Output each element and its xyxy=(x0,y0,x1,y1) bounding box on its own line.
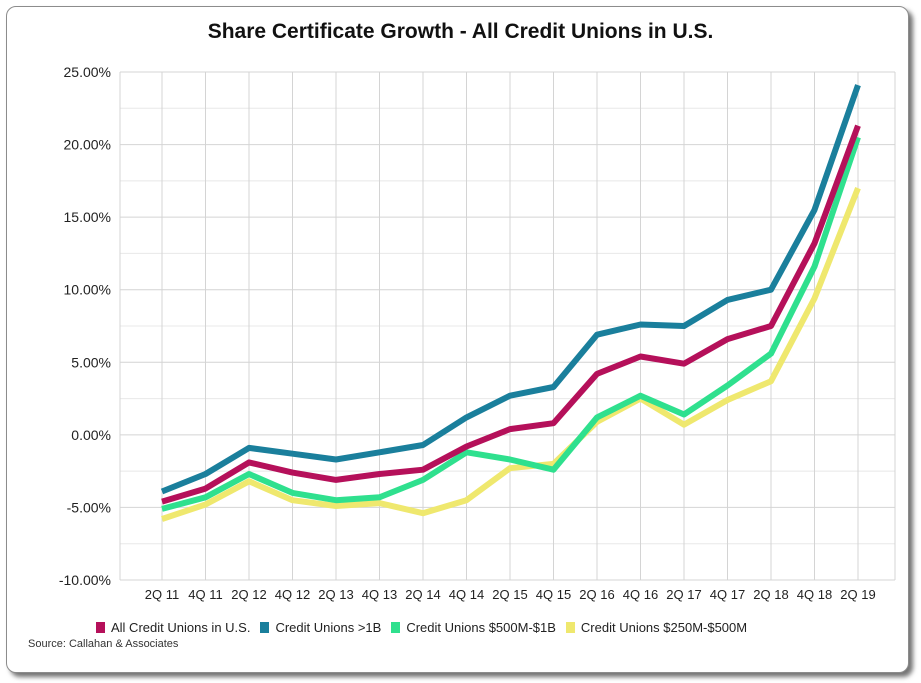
x-tick-label: 2Q 19 xyxy=(840,587,875,602)
x-axis: 2Q 11 4Q 11 2Q 12 4Q 12 2Q 13 4Q 13 2Q 14 4Q 14… xyxy=(145,587,876,602)
x-tick-label: 4Q 18 xyxy=(797,587,832,602)
legend-swatch xyxy=(565,622,575,633)
legend-label: Credit Unions $500M-$1B xyxy=(406,620,556,635)
source-note: Source: Callahan & Associates xyxy=(28,638,179,650)
series-line xyxy=(160,84,861,495)
series-lines xyxy=(160,84,861,522)
y-tick-label: -10.00% xyxy=(59,572,111,588)
y-tick-label: 15.00% xyxy=(64,209,111,225)
y-tick-label: 5.00% xyxy=(71,354,111,370)
x-tick-label: 4Q 17 xyxy=(710,587,745,602)
x-tick-label: 2Q 17 xyxy=(666,587,701,602)
legend-swatch xyxy=(391,622,401,633)
x-tick-label: 4Q 15 xyxy=(536,587,571,602)
legend-item: Credit Unions $500M-$1B xyxy=(391,620,556,635)
series-line xyxy=(161,124,861,505)
x-tick-label: 2Q 12 xyxy=(231,587,266,602)
legend-label: All Credit Unions in U.S. xyxy=(111,620,251,635)
legend-swatch xyxy=(96,622,105,633)
y-tick-label: -5.00% xyxy=(67,499,111,515)
chart-grid xyxy=(119,71,896,581)
x-tick-label: 2Q 18 xyxy=(753,587,788,602)
y-tick-label: 25.00% xyxy=(64,64,111,80)
x-tick-label: 2Q 13 xyxy=(318,587,353,602)
y-tick-label: 10.00% xyxy=(64,282,111,298)
x-tick-label: 2Q 14 xyxy=(405,587,440,602)
legend-label: Credit Unions >1B xyxy=(275,620,382,635)
chart-title: Share Certificate Growth - All Credit Un… xyxy=(207,20,714,43)
x-tick-label: 4Q 16 xyxy=(623,587,658,602)
x-tick-label: 2Q 11 xyxy=(145,587,179,602)
legend-item: All Credit Unions in U.S. xyxy=(96,620,250,635)
x-tick-label: 4Q 11 xyxy=(188,587,222,602)
legend-item: Credit Unions >1B xyxy=(260,620,381,635)
chart-legend: All Credit Unions in U.S. Credit Unions >… xyxy=(96,620,747,635)
y-tick-label: 0.00% xyxy=(71,427,111,443)
legend-label: Credit Unions $250M-$500M xyxy=(580,620,748,635)
y-axis: 25.00% 20.00% 15.00% 10.00% 5.00% 0.00% -5.00%… xyxy=(59,64,111,588)
chart-frame xyxy=(6,6,909,673)
x-tick-label: 4Q 13 xyxy=(362,587,397,602)
x-tick-label: 4Q 14 xyxy=(449,587,484,602)
legend-swatch xyxy=(260,622,270,633)
x-tick-label: 2Q 16 xyxy=(579,587,614,602)
legend-item: Credit Unions $250M-$500M xyxy=(565,620,748,635)
x-tick-label: 4Q 12 xyxy=(275,587,310,602)
series-line xyxy=(161,186,861,522)
y-tick-label: 20.00% xyxy=(64,137,111,153)
series-line xyxy=(161,136,861,512)
x-tick-label: 2Q 15 xyxy=(492,587,527,602)
